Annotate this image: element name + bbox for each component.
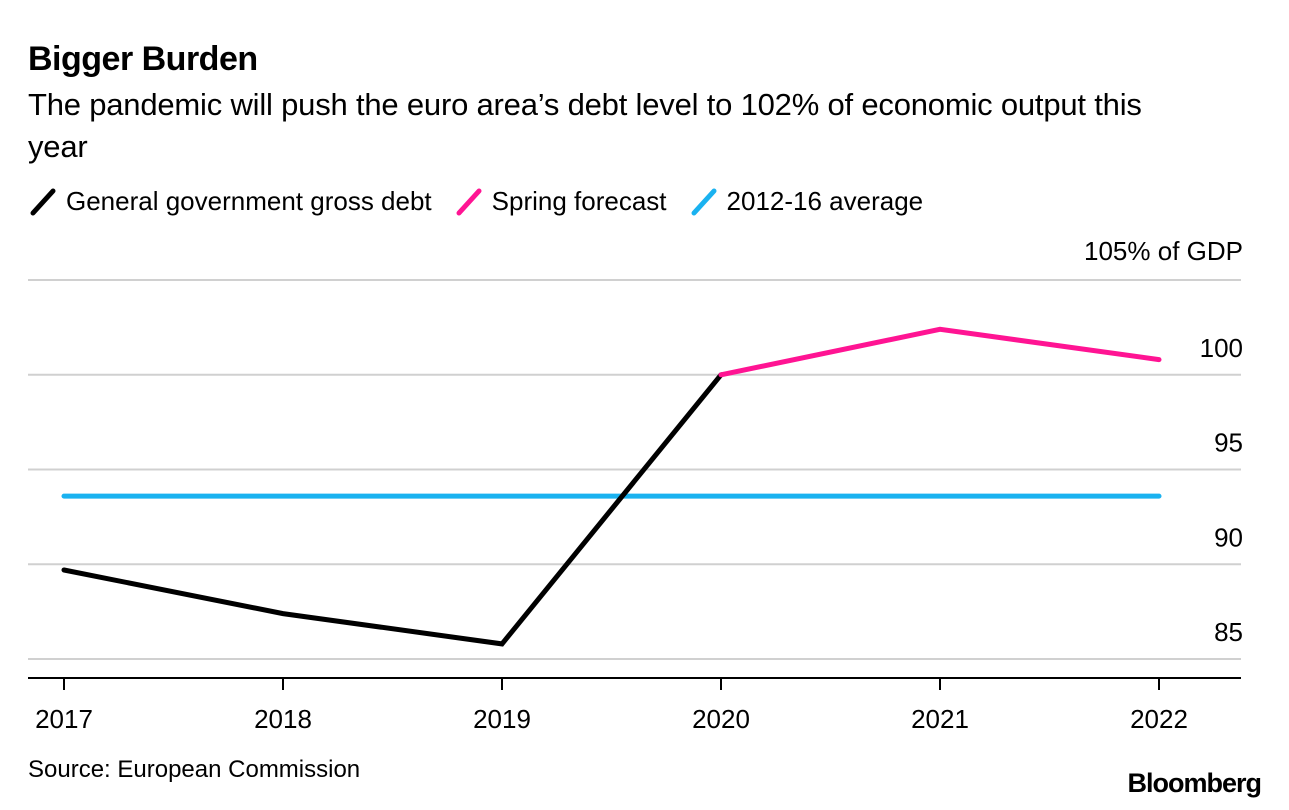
legend-label-average: 2012-16 average bbox=[726, 186, 924, 216]
x-tick-label-2017: 2017 bbox=[35, 704, 93, 734]
y-tick-label-85: 85 bbox=[1214, 617, 1243, 647]
legend-label-debt: General government gross debt bbox=[66, 186, 432, 216]
legend-swatch-debt bbox=[30, 188, 56, 215]
legend: General government gross debt Spring for… bbox=[28, 186, 945, 217]
gridlines bbox=[28, 279, 1241, 661]
chart-subtitle: The pandemic will push the euro area’s d… bbox=[28, 87, 1142, 164]
bloomberg-logo: Bloomberg bbox=[1127, 768, 1262, 798]
y-tick-label-95: 95 bbox=[1214, 428, 1243, 458]
legend-label-forecast: Spring forecast bbox=[491, 186, 667, 216]
x-tick-label-2022: 2022 bbox=[1130, 704, 1188, 734]
legend-item-debt: General government gross debt bbox=[28, 186, 432, 217]
y-tick-label-100: 100 bbox=[1200, 333, 1243, 363]
x-tick-label-2021: 2021 bbox=[911, 704, 969, 734]
axis-labels: 105% of GDP 85 90 95 100 2017 2018 2019 2020 2021… bbox=[35, 236, 1243, 734]
legend-item-forecast: Spring forecast bbox=[454, 186, 667, 217]
legend-swatch-average bbox=[691, 188, 717, 215]
chart-title: Bigger Burden bbox=[28, 40, 258, 78]
x-tick-label-2019: 2019 bbox=[473, 704, 531, 734]
y-tick-label-90: 90 bbox=[1214, 522, 1243, 552]
x-tick-label-2018: 2018 bbox=[254, 704, 312, 734]
y-axis-unit-label: 105% of GDP bbox=[1084, 236, 1243, 266]
x-tick-label-2020: 2020 bbox=[692, 704, 750, 734]
legend-swatch-forecast bbox=[456, 188, 482, 215]
legend-item-average: 2012-16 average bbox=[689, 186, 924, 217]
series-line-spring-forecast bbox=[718, 326, 1162, 378]
source-note: Source: European Commission bbox=[28, 756, 361, 783]
series-line-general-government-gross-debt bbox=[61, 372, 724, 647]
series-lines bbox=[61, 326, 1162, 647]
x-axis bbox=[28, 677, 1241, 690]
